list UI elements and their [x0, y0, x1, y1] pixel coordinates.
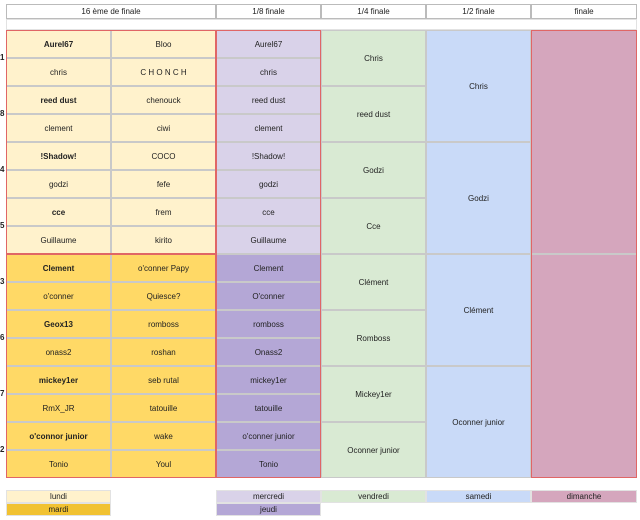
- seed-number: 4: [0, 165, 5, 174]
- seed-number: 8: [0, 109, 5, 118]
- header-round16: 16 ème de finale: [6, 4, 216, 19]
- player-cell: Quiesce?: [111, 282, 216, 310]
- player-cell: O'conner: [216, 282, 321, 310]
- player-cell: reed dust: [216, 86, 321, 114]
- seed-number: 6: [0, 333, 5, 342]
- player-cell: mickey1er: [6, 366, 111, 394]
- final-cell: [531, 30, 637, 254]
- player-cell: wake: [111, 422, 216, 450]
- legend-dimanche: dimanche: [531, 490, 637, 503]
- player-cell: mickey1er: [216, 366, 321, 394]
- seed-number: 1: [0, 53, 5, 62]
- header-semi: 1/2 finale: [426, 4, 531, 19]
- player-cell: clement: [216, 114, 321, 142]
- final-cell: [531, 254, 637, 478]
- legend-samedi: samedi: [426, 490, 531, 503]
- legend-jeudi: jeudi: [216, 503, 321, 516]
- legend-mardi: mardi: [6, 503, 111, 516]
- header-final: finale: [531, 4, 637, 19]
- player-cell: Bloo: [111, 30, 216, 58]
- player-cell: chris: [6, 58, 111, 86]
- player-cell: tatouille: [216, 394, 321, 422]
- player-cell: clement: [6, 114, 111, 142]
- seed-number: 7: [0, 389, 5, 398]
- player-cell: godzi: [216, 170, 321, 198]
- player-cell: fefe: [111, 170, 216, 198]
- player-cell: chenouck: [111, 86, 216, 114]
- legend-lundi: lundi: [6, 490, 111, 503]
- quarter-cell: Mickey1er: [321, 366, 426, 422]
- player-cell: kirito: [111, 226, 216, 254]
- seed-number: 3: [0, 277, 5, 286]
- quarter-cell: Clément: [321, 254, 426, 310]
- player-cell: romboss: [111, 310, 216, 338]
- quarter-cell: reed dust: [321, 86, 426, 142]
- player-cell: o'connor junior: [6, 422, 111, 450]
- player-cell: godzi: [6, 170, 111, 198]
- player-cell: Aurel67: [6, 30, 111, 58]
- player-cell: romboss: [216, 310, 321, 338]
- player-cell: Aurel67: [216, 30, 321, 58]
- player-cell: !Shadow!: [216, 142, 321, 170]
- player-cell: RmX_JR: [6, 394, 111, 422]
- semi-cell: Godzi: [426, 142, 531, 254]
- player-cell: chris: [216, 58, 321, 86]
- player-cell: Geox13: [6, 310, 111, 338]
- header-quarter: 1/4 finale: [321, 4, 426, 19]
- player-cell: Tonio: [6, 450, 111, 478]
- player-cell: Guillaume: [216, 226, 321, 254]
- player-cell: seb rutal: [111, 366, 216, 394]
- player-cell: cce: [6, 198, 111, 226]
- semi-cell: Clément: [426, 254, 531, 366]
- player-cell: C H O N C H: [111, 58, 216, 86]
- player-cell: Clement: [216, 254, 321, 282]
- quarter-cell: Romboss: [321, 310, 426, 366]
- quarter-cell: Chris: [321, 30, 426, 86]
- player-cell: roshan: [111, 338, 216, 366]
- quarter-cell: Cce: [321, 198, 426, 254]
- player-cell: o'conner: [6, 282, 111, 310]
- player-cell: o'conner junior: [216, 422, 321, 450]
- player-cell: !Shadow!: [6, 142, 111, 170]
- seed-number: 5: [0, 221, 5, 230]
- player-cell: frem: [111, 198, 216, 226]
- player-cell: onass2: [6, 338, 111, 366]
- quarter-cell: Oconner junior: [321, 422, 426, 478]
- player-cell: Youl: [111, 450, 216, 478]
- quarter-cell: Godzi: [321, 142, 426, 198]
- player-cell: reed dust: [6, 86, 111, 114]
- player-cell: Onass2: [216, 338, 321, 366]
- seed-number: 2: [0, 445, 5, 454]
- player-cell: Tonio: [216, 450, 321, 478]
- player-cell: tatouille: [111, 394, 216, 422]
- player-cell: Guillaume: [6, 226, 111, 254]
- player-cell: Clement: [6, 254, 111, 282]
- legend-mercredi: mercredi: [216, 490, 321, 503]
- header-round8: 1/8 finale: [216, 4, 321, 19]
- semi-cell: Oconner junior: [426, 366, 531, 478]
- spacer-row: [6, 19, 637, 30]
- semi-cell: Chris: [426, 30, 531, 142]
- player-cell: ciwi: [111, 114, 216, 142]
- player-cell: COCO: [111, 142, 216, 170]
- player-cell: o'conner Papy: [111, 254, 216, 282]
- player-cell: cce: [216, 198, 321, 226]
- legend-vendredi: vendredi: [321, 490, 426, 503]
